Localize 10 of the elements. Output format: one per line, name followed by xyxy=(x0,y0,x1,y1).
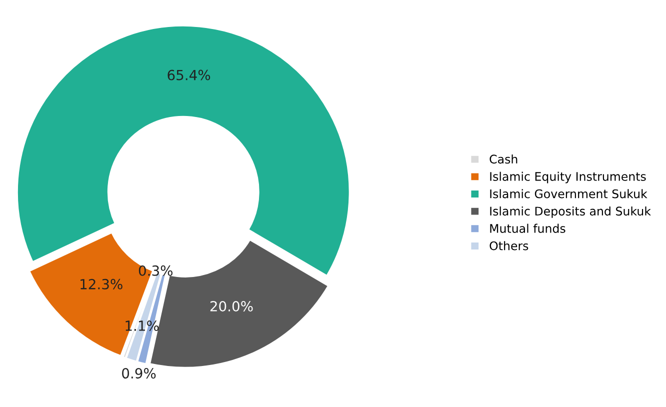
data-label: 12.3% xyxy=(80,278,122,290)
data-label: 0.9% xyxy=(122,368,156,379)
legend-label: Islamic Equity Instruments xyxy=(490,172,646,184)
data-label: 20.0% xyxy=(210,300,253,312)
legend-label: Others xyxy=(490,241,528,250)
legend-label: Islamic Government Sukuk xyxy=(490,189,648,198)
legend-label: Islamic Deposits and Sukuk xyxy=(490,206,651,218)
legend-label: Mutual funds xyxy=(490,224,566,233)
data-label: 65.4% xyxy=(168,70,210,80)
legend-label: Cash xyxy=(490,154,518,164)
